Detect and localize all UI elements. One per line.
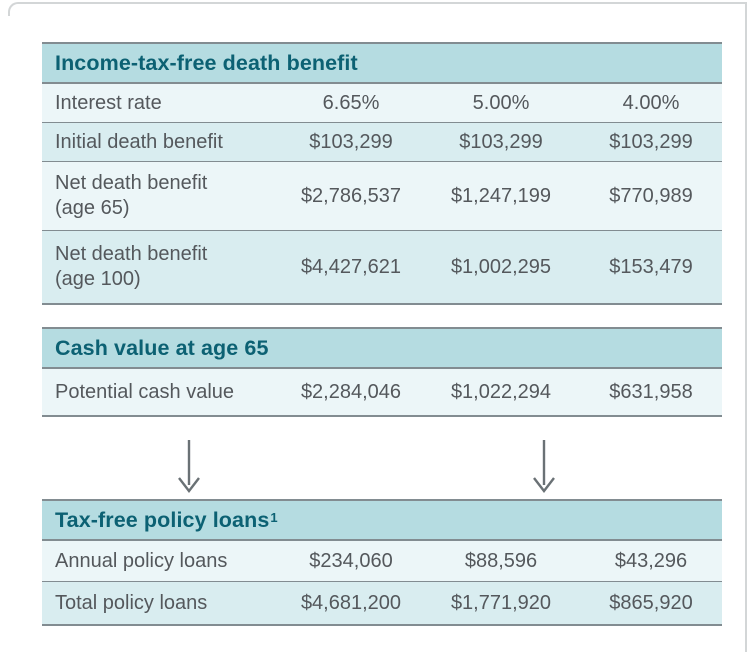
row-net-death-benefit-age-65: Net death benefit (age 65) $2,786,537 $1… <box>42 162 722 231</box>
value-col3: $770,989 <box>609 184 693 207</box>
row-annual-policy-loans: Annual policy loans $234,060 $88,596 $43… <box>42 541 722 582</box>
row-initial-death-benefit: Initial death benefit $103,299 $103,299 … <box>42 123 722 162</box>
table-cash-value-title: Cash value at age 65 <box>42 329 722 369</box>
row-label: Total policy loans <box>55 591 208 614</box>
value-col2: $1,022,294 <box>450 380 552 403</box>
table-cash-value: Cash value at age 65 Potential cash valu… <box>42 327 722 417</box>
spacer <box>42 305 722 327</box>
row-label: Interest rate <box>55 91 162 114</box>
table-death-benefit: Income-tax-free death benefit Interest r… <box>42 42 722 305</box>
row-label: Initial death benefit <box>55 130 223 153</box>
value-col3: 4.00% <box>622 91 680 114</box>
row-total-policy-loans: Total policy loans $4,681,200 $1,771,920… <box>42 582 722 624</box>
row-potential-cash-value: Potential cash value $2,284,046 $1,022,2… <box>42 369 722 415</box>
value-col1: $4,681,200 <box>300 591 402 614</box>
table-policy-loans: Tax-free policy loans 1 Annual policy loa… <box>42 499 722 626</box>
value-col3: $865,920 <box>609 591 693 614</box>
value-col1: $4,427,621 <box>300 255 402 278</box>
page-corner-border <box>8 2 36 16</box>
illustration-tables: Income-tax-free death benefit Interest r… <box>42 42 722 626</box>
value-col3: $103,299 <box>609 130 693 153</box>
row-interest-rate: Interest rate 6.65% 5.00% 4.00% <box>42 84 722 123</box>
value-col2: $103,299 <box>459 130 543 153</box>
value-col2: $1,002,295 <box>450 255 552 278</box>
value-col3: $153,479 <box>609 255 693 278</box>
down-arrow-icon <box>178 440 200 493</box>
value-col2: $88,596 <box>464 549 538 572</box>
flow-arrows <box>42 417 722 499</box>
page-top-border <box>20 2 747 4</box>
value-col3: $631,958 <box>609 380 693 403</box>
down-arrow-icon <box>533 440 555 493</box>
table-title-text: Income-tax-free death benefit <box>55 50 358 75</box>
value-col2: $1,771,920 <box>450 591 552 614</box>
value-col1: $103,299 <box>309 130 393 153</box>
value-col2: $1,247,199 <box>450 184 552 207</box>
row-label: Potential cash value <box>55 380 235 403</box>
table-title-text: Cash value at age 65 <box>55 335 269 360</box>
row-label: Net death benefit (age 65) <box>55 172 208 219</box>
table-policy-loans-title: Tax-free policy loans 1 <box>42 501 722 541</box>
page-right-border <box>745 2 747 652</box>
value-col3: $43,296 <box>614 549 688 572</box>
table-title-text: Tax-free policy loans <box>55 507 270 532</box>
value-col1: 6.65% <box>322 91 380 114</box>
row-net-death-benefit-age-100: Net death benefit (age 100) $4,427,621 $… <box>42 231 722 303</box>
table-death-benefit-title: Income-tax-free death benefit <box>42 44 722 84</box>
row-label: Annual policy loans <box>55 549 228 572</box>
row-label: Net death benefit (age 100) <box>55 243 208 290</box>
value-col1: $2,284,046 <box>300 380 402 403</box>
value-col1: $234,060 <box>309 549 393 572</box>
value-col1: $2,786,537 <box>300 184 402 207</box>
value-col2: 5.00% <box>472 91 530 114</box>
